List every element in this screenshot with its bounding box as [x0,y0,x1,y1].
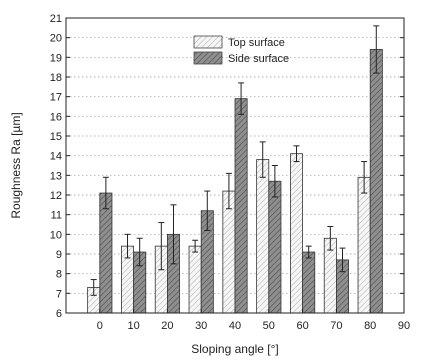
x-tick-label: 70 [330,320,342,332]
y-tick-label: 16 [50,111,62,123]
x-tick-label: 50 [263,320,275,332]
bars [87,49,383,314]
y-axis-title: Roughness Ra [µm] [9,112,23,218]
x-tick-label: 90 [398,320,410,332]
y-axis: 6 7 8 9 10 11 12 13 14 15 16 17 18 19 20 21 [50,13,404,320]
x-tick-label: 60 [296,320,308,332]
x-tick-label: 20 [161,320,173,332]
y-tick-label: 10 [50,229,62,241]
error-bars [90,25,380,296]
bar-top-surface [357,176,371,314]
x-tick-label: 30 [195,320,207,332]
bar-top-surface [222,190,236,314]
legend-swatch-side-surface [193,51,223,65]
y-tick-label: 11 [51,210,62,222]
bar-top-surface [256,159,270,314]
y-tick-label: 13 [50,170,62,182]
legend-swatch-top-surface [193,35,223,49]
y-tick-label: 12 [50,190,62,202]
legend: Top surface Side surface [193,35,289,65]
y-tick-label: 7 [56,288,62,300]
bar-top-surface [290,153,304,314]
y-tick-label: 18 [50,72,62,84]
bar-side-surface [302,251,316,314]
y-tick-label: 6 [56,308,62,320]
y-tick-label: 21 [50,13,62,25]
y-tick-label: 8 [56,269,62,281]
x-axis: 0 10 20 30 40 50 60 70 80 90 [97,309,410,332]
x-tick-label: 0 [97,320,103,332]
x-tick-label: 80 [364,320,376,332]
x-axis-title: Sloping angle [°] [191,342,279,356]
y-tick-label: 17 [50,92,62,104]
y-tick-label: 9 [56,249,62,261]
bar-side-surface [234,98,248,314]
legend-label-top-surface: Top surface [228,37,285,49]
y-tick-label: 20 [50,33,62,45]
x-tick-label: 40 [229,320,241,332]
legend-label-side-surface: Side surface [228,53,289,65]
y-tick-label: 19 [50,52,62,64]
bar-side-surface [369,49,383,314]
x-tick-label: 10 [127,320,139,332]
y-tick-label: 15 [50,131,62,143]
bar-top-surface [188,245,202,314]
y-tick-label: 14 [50,151,62,163]
bar-side-surface [99,192,113,314]
bar-side-surface [268,180,282,314]
